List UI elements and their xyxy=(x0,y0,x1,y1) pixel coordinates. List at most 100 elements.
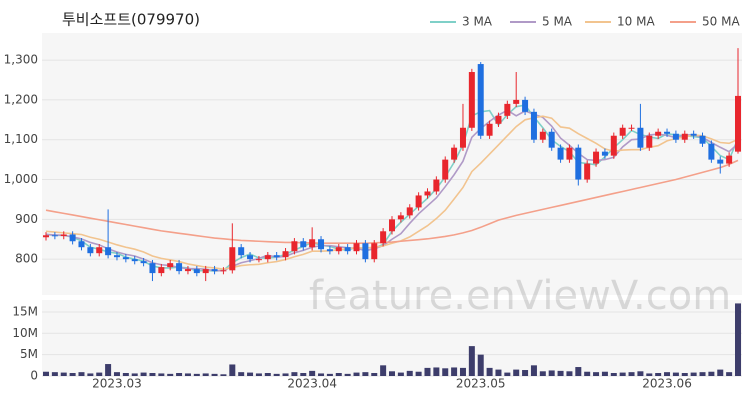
y-tick-label: 1,100 xyxy=(4,132,38,146)
volume-bar xyxy=(468,346,475,376)
volume-bar xyxy=(202,373,209,376)
volume-bar xyxy=(220,374,227,376)
candle-body xyxy=(584,163,591,180)
candle-body xyxy=(131,259,138,262)
candle-body xyxy=(291,241,298,252)
candle-body xyxy=(282,251,289,258)
candle-body xyxy=(158,267,165,274)
volume-bar xyxy=(664,372,671,376)
volume-bar xyxy=(601,371,608,376)
candle-body xyxy=(530,111,537,140)
candle-body xyxy=(140,261,147,264)
candle-body xyxy=(415,195,422,208)
candle-body xyxy=(699,135,706,144)
volume-bar xyxy=(371,373,378,376)
candle-body xyxy=(51,235,58,237)
volume-bar xyxy=(140,372,147,376)
candle-body xyxy=(548,131,555,148)
candle-body xyxy=(504,103,511,116)
volume-bar xyxy=(442,368,449,376)
candle-body xyxy=(486,123,493,136)
volume-bar xyxy=(247,372,254,376)
candle-body xyxy=(424,191,431,196)
volume-bar xyxy=(575,367,582,376)
volume-bar xyxy=(628,372,635,376)
candle-body xyxy=(690,133,697,136)
volume-bar xyxy=(282,373,289,376)
candle-body xyxy=(664,131,671,134)
candle-body xyxy=(149,263,156,274)
volume-bar xyxy=(486,367,493,376)
candle-body xyxy=(247,255,254,260)
volume-bar xyxy=(105,364,112,376)
x-tick-label: 2023.03 xyxy=(92,377,142,391)
volume-bar xyxy=(122,373,129,376)
volume-bar xyxy=(309,370,316,376)
volume-bar xyxy=(646,373,653,376)
candle-body xyxy=(735,95,741,152)
volume-bar xyxy=(291,372,298,376)
volume-bar xyxy=(415,371,422,376)
candle-body xyxy=(78,241,85,248)
volume-bar xyxy=(176,373,183,376)
candle-body xyxy=(211,269,218,272)
volume-bar xyxy=(672,372,679,376)
x-tick-label: 2023.04 xyxy=(287,377,337,391)
candle-body xyxy=(176,263,183,272)
volume-bar xyxy=(495,369,502,376)
chart-title: 투비소프트(079970) xyxy=(62,11,200,29)
candle-body xyxy=(362,243,369,260)
candle-body xyxy=(202,269,209,274)
volume-bar xyxy=(353,372,360,376)
legend-label: 3 MA xyxy=(462,15,493,29)
volume-bar xyxy=(708,371,715,376)
volume-bar xyxy=(238,372,245,376)
volume-bar xyxy=(619,372,626,376)
volume-bar xyxy=(593,372,600,376)
candle-body xyxy=(238,247,245,256)
legend-label: 50 MA xyxy=(702,15,740,29)
candle-body xyxy=(610,135,617,156)
volume-bar xyxy=(362,372,369,376)
candle-body xyxy=(726,155,733,164)
candle-body xyxy=(637,127,644,148)
candle-body xyxy=(87,247,94,254)
candle-body xyxy=(593,151,600,164)
y-tick-label: 900 xyxy=(15,212,38,226)
candle-body xyxy=(273,255,280,258)
candle-body xyxy=(184,269,191,272)
candle-body xyxy=(96,247,103,254)
candle-body xyxy=(220,270,227,272)
volume-bar xyxy=(610,373,617,376)
volume-bar xyxy=(717,369,724,376)
x-tick-label: 2023.05 xyxy=(456,377,506,391)
volume-bar xyxy=(504,372,511,376)
volume-bar xyxy=(78,372,85,376)
candle-body xyxy=(300,241,307,248)
candle-body xyxy=(557,147,564,160)
volume-bar xyxy=(522,370,529,376)
candle-body xyxy=(397,215,404,220)
candle-body xyxy=(105,247,112,256)
volume-bar xyxy=(149,373,156,376)
legend-label: 5 MA xyxy=(542,15,573,29)
candle-body xyxy=(495,115,502,124)
volume-bar xyxy=(60,372,67,376)
candle-body xyxy=(477,64,484,136)
x-tick-label: 2023.06 xyxy=(642,377,692,391)
volume-bar xyxy=(726,372,733,376)
volume-bar xyxy=(51,372,58,376)
y-tick-label: 1,000 xyxy=(4,172,38,186)
candle-body xyxy=(539,131,546,140)
volume-bar xyxy=(318,373,325,376)
candle-body xyxy=(655,131,662,136)
candle-body xyxy=(646,135,653,148)
candle-body xyxy=(575,147,582,180)
volume-bar xyxy=(459,367,466,376)
candle-body xyxy=(43,235,49,238)
volume-bar xyxy=(326,373,333,376)
candle-body xyxy=(69,234,76,242)
volume-bar xyxy=(167,373,174,376)
volume-bar xyxy=(87,373,94,376)
candle-body xyxy=(229,247,236,271)
